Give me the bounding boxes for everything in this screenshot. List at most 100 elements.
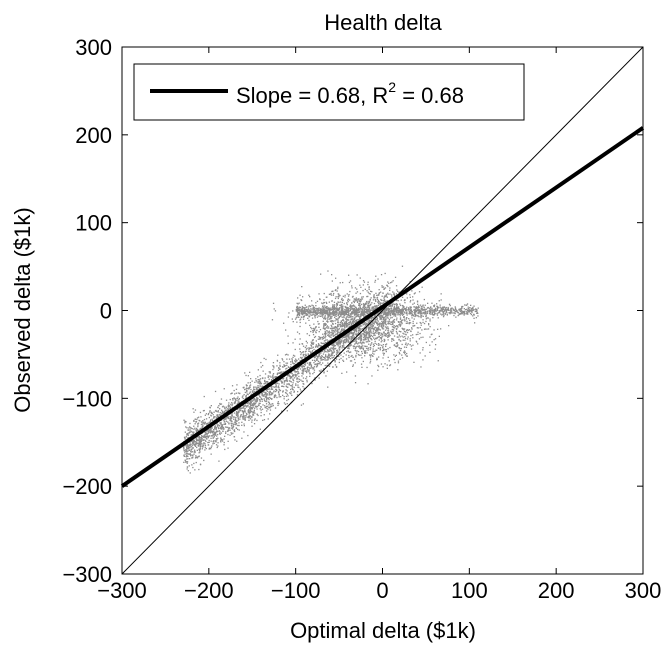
scatter-point: [277, 401, 279, 403]
scatter-point: [477, 307, 479, 309]
scatter-point: [349, 321, 351, 324]
scatter-point: [424, 308, 426, 310]
scatter-point: [373, 322, 375, 324]
scatter-point: [251, 410, 253, 413]
scatter-point: [238, 424, 240, 427]
scatter-point: [364, 322, 366, 324]
scatter-point: [191, 454, 193, 456]
scatter-point: [468, 311, 470, 313]
scatter-point: [383, 296, 385, 298]
scatter-point: [230, 420, 232, 422]
scatter-point: [239, 392, 241, 394]
scatter-point: [426, 307, 429, 309]
scatter-point: [378, 289, 380, 291]
scatter-point: [375, 305, 377, 307]
scatter-point: [302, 372, 304, 375]
scatter-point: [313, 323, 315, 325]
scatter-point: [360, 337, 363, 339]
scatter-point: [209, 410, 211, 412]
scatter-point: [362, 347, 365, 349]
scatter-point: [367, 329, 370, 331]
scatter-point: [207, 441, 209, 444]
scatter-point: [395, 346, 398, 348]
scatter-point: [344, 323, 346, 325]
scatter-point: [322, 353, 325, 355]
scatter-point: [397, 362, 400, 364]
scatter-point: [243, 418, 245, 420]
scatter-point: [330, 353, 332, 355]
scatter-point: [332, 309, 335, 312]
scatter-point: [194, 450, 196, 453]
scatter-point: [330, 307, 332, 309]
scatter-point: [199, 464, 202, 466]
scatter-point: [382, 286, 385, 288]
scatter-point: [216, 425, 219, 427]
scatter-point: [229, 398, 231, 401]
scatter-point: [224, 426, 227, 428]
scatter-point: [210, 429, 212, 431]
scatter-point: [334, 316, 336, 319]
scatter-point: [204, 422, 206, 424]
scatter-point: [238, 411, 240, 413]
scatter-point: [303, 315, 305, 317]
scatter-point: [468, 309, 470, 311]
scatter-point: [187, 434, 190, 436]
scatter-point: [191, 457, 193, 459]
scatter-point: [237, 410, 240, 412]
scatter-point: [334, 348, 336, 350]
scatter-point: [312, 309, 314, 311]
scatter-point: [351, 318, 353, 321]
scatter-point: [440, 307, 442, 309]
scatter-point: [192, 466, 194, 469]
scatter-point: [206, 433, 208, 435]
scatter-point: [334, 361, 336, 363]
scatter-point: [301, 366, 303, 368]
scatter-point: [449, 311, 451, 313]
scatter-point: [403, 316, 405, 318]
scatter-point: [210, 453, 212, 455]
scatter-point: [419, 352, 421, 354]
scatter-point: [463, 314, 465, 316]
scatter-point: [282, 394, 284, 396]
scatter-point: [341, 324, 343, 326]
scatter-point: [314, 379, 316, 381]
scatter-point: [214, 432, 216, 434]
scatter-point: [387, 308, 390, 310]
scatter-point: [277, 386, 279, 388]
scatter-point: [367, 291, 369, 293]
scatter-point: [353, 300, 356, 302]
scatter-point: [220, 440, 222, 442]
scatter-point: [399, 304, 402, 307]
scatter-point: [403, 318, 406, 320]
scatter-point: [343, 316, 345, 318]
scatter-point: [192, 440, 194, 443]
scatter-point: [309, 311, 311, 313]
scatter-point: [281, 410, 283, 412]
scatter-point: [262, 404, 264, 406]
scatter-point: [244, 404, 247, 407]
scatter-point: [362, 284, 364, 286]
scatter-point: [341, 306, 343, 309]
scatter-point: [375, 300, 377, 302]
scatter-point: [287, 383, 289, 385]
scatter-point: [326, 359, 328, 361]
scatter-point: [298, 358, 300, 360]
scatter-point: [332, 366, 334, 368]
scatter-point: [337, 329, 339, 331]
scatter-point: [237, 392, 239, 394]
scatter-point: [354, 314, 356, 316]
scatter-point: [438, 310, 441, 312]
scatter-point: [412, 337, 414, 339]
scatter-point: [302, 316, 305, 318]
scatter-point: [374, 350, 376, 353]
scatter-point: [264, 394, 266, 396]
scatter-point: [378, 365, 380, 368]
scatter-point: [270, 406, 272, 408]
scatter-point: [245, 396, 247, 398]
scatter-point: [244, 391, 246, 394]
scatter-point: [288, 384, 290, 386]
scatter-point: [246, 416, 248, 418]
scatter-point: [185, 450, 187, 452]
scatter-point: [308, 348, 310, 350]
scatter-point: [322, 368, 325, 370]
